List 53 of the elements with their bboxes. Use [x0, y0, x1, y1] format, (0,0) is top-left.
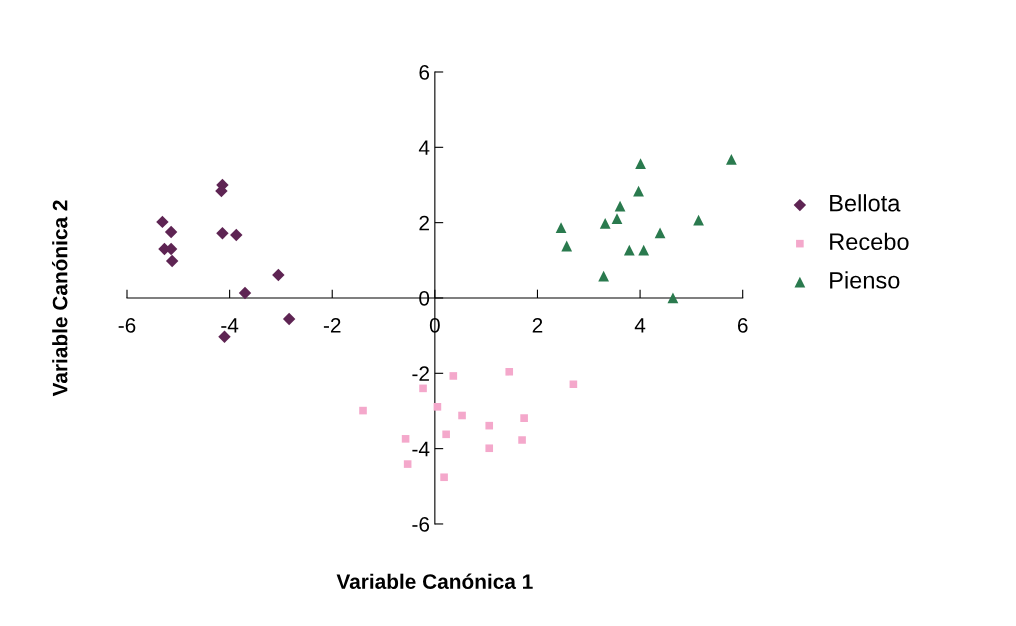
point [164, 225, 178, 239]
legend-label: Bellota [830, 194, 901, 212]
legend-label: Recebo [830, 232, 909, 251]
point [611, 213, 623, 224]
point [442, 430, 450, 439]
point [561, 240, 573, 252]
point [518, 436, 526, 444]
y-tick-label: -4 [412, 441, 430, 457]
x-tick-label: -4 [221, 318, 239, 333]
y-axis-title: Variable Canónica 2 [51, 200, 68, 397]
y-tick-label: 4 [418, 140, 430, 155]
point [419, 384, 427, 393]
point [555, 222, 567, 233]
point [156, 215, 169, 229]
x-tick-label: 4 [634, 318, 646, 333]
point [433, 403, 442, 411]
x-axis-title: Variable Canónica 1 [336, 573, 533, 589]
x-tick-label: -6 [118, 317, 136, 333]
point [623, 244, 635, 256]
y-tick-label: -2 [412, 366, 429, 381]
point [693, 214, 704, 226]
point [440, 473, 448, 482]
point [272, 268, 285, 282]
point [359, 406, 367, 415]
x-tick-label: -2 [323, 317, 341, 333]
point [458, 411, 466, 420]
point [598, 270, 610, 282]
point [485, 444, 494, 453]
point [520, 414, 528, 422]
x-tick-label: 6 [737, 317, 748, 333]
point [485, 421, 494, 430]
point [165, 254, 179, 268]
point [505, 367, 514, 376]
x-tick-label: 2 [532, 317, 543, 333]
point [638, 244, 650, 256]
point [282, 312, 296, 326]
y-tick-label: 6 [419, 64, 430, 80]
point [569, 380, 578, 389]
y-tick-label: -6 [412, 516, 430, 532]
point [238, 286, 252, 300]
point [635, 158, 646, 169]
point [726, 153, 737, 165]
point [403, 460, 412, 468]
legend-label: Pienso [830, 271, 900, 289]
y-tick-label: 0 [419, 290, 430, 306]
point [401, 435, 410, 443]
point [216, 226, 229, 240]
point [449, 372, 458, 380]
point [230, 228, 243, 242]
point [599, 218, 611, 229]
point [667, 292, 679, 304]
y-tick-label: 2 [419, 215, 429, 231]
point [654, 227, 666, 239]
